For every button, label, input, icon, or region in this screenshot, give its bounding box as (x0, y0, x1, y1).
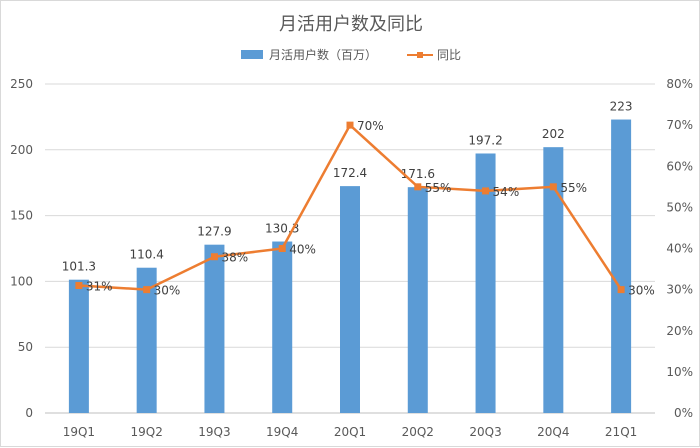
left-tick-label: 200 (10, 143, 33, 157)
line-marker (414, 183, 422, 191)
line-marker (549, 183, 557, 191)
line-data-label: 55% (425, 181, 452, 195)
line-marker (143, 286, 151, 294)
left-tick-label: 50 (18, 340, 33, 354)
legend-line-marker (417, 52, 423, 58)
line-data-label: 31% (86, 280, 113, 294)
bar-data-label: 171.6 (401, 167, 435, 181)
line-marker (617, 286, 625, 294)
line-marker (482, 187, 490, 195)
x-tick-label: 19Q1 (63, 425, 95, 439)
line-data-label: 30% (628, 284, 655, 298)
left-tick-label: 100 (10, 274, 33, 288)
line-data-label: 38% (221, 251, 248, 265)
line-marker (346, 121, 354, 129)
bar-series (68, 119, 632, 414)
line-marker (75, 282, 83, 290)
bar (611, 119, 632, 414)
x-tick-label: 20Q1 (334, 425, 366, 439)
bar-data-label: 110.4 (129, 248, 163, 262)
bar (204, 244, 225, 413)
right-tick-label: 40% (666, 242, 693, 256)
left-axis: 0 50 100 150 200 250 (10, 77, 33, 420)
line-data-label: 54% (493, 185, 520, 199)
right-tick-label: 20% (666, 324, 693, 338)
line-data-labels: 31% 30% 38% 40% 70% 55% 54% 55% 30% (86, 119, 655, 298)
x-tick-label: 19Q4 (266, 425, 298, 439)
left-tick-label: 150 (10, 209, 33, 223)
legend: 月活用户数（百万） 同比 (241, 47, 461, 62)
legend-line-label: 同比 (437, 48, 461, 62)
right-tick-label: 0% (674, 406, 693, 420)
right-tick-label: 60% (666, 159, 693, 173)
x-tick-label: 20Q2 (402, 425, 434, 439)
right-tick-label: 80% (666, 77, 693, 91)
bar (407, 187, 428, 413)
bar (475, 153, 496, 413)
legend-bar-swatch (241, 50, 263, 59)
line-series (75, 121, 625, 294)
x-axis: 19Q1 19Q2 19Q3 19Q4 20Q1 20Q2 20Q3 20Q4 21Q1 (63, 425, 638, 439)
x-tick-label: 20Q3 (469, 425, 501, 439)
bar-data-label: 197.2 (468, 133, 502, 147)
bar-data-label: 127.9 (197, 225, 231, 239)
right-tick-label: 70% (666, 118, 693, 132)
bar (272, 241, 293, 413)
x-tick-label: 21Q1 (605, 425, 637, 439)
line-data-label: 70% (357, 119, 384, 133)
bar-data-label: 172.4 (333, 166, 367, 180)
bar (136, 267, 157, 413)
line-data-label: 55% (560, 181, 587, 195)
line-data-label: 40% (289, 243, 316, 257)
x-tick-label: 19Q2 (130, 425, 162, 439)
bar-data-label: 101.3 (62, 260, 96, 274)
right-tick-label: 30% (666, 283, 693, 297)
x-tick-label: 19Q3 (198, 425, 230, 439)
bar (543, 147, 564, 413)
bar-data-label: 202 (542, 127, 565, 141)
chart-title: 月活用户数及同比 (279, 14, 423, 35)
line-marker (210, 253, 218, 261)
x-tick-label: 20Q4 (537, 425, 569, 439)
line-marker (278, 245, 286, 252)
bar (68, 279, 89, 413)
right-tick-label: 50% (666, 200, 693, 214)
right-axis: 0% 10% 20% 30% 40% 50% 60% 70% 80% (666, 77, 693, 420)
legend-bar-label: 月活用户数（百万） (269, 47, 377, 62)
right-tick-label: 10% (666, 365, 693, 379)
bar (340, 186, 360, 413)
left-tick-label: 0 (25, 406, 33, 420)
bar-data-label: 223 (610, 100, 633, 114)
line-data-label: 30% (154, 284, 181, 298)
left-tick-label: 250 (10, 77, 33, 91)
